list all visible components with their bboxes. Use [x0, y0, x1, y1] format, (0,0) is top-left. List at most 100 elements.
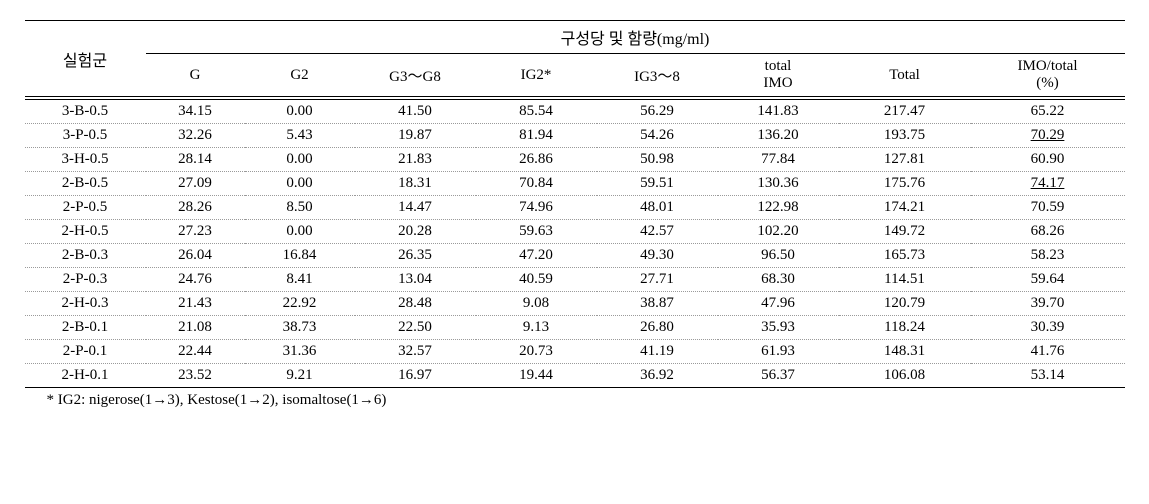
data-cell: 68.30	[718, 268, 839, 292]
data-cell: 61.93	[718, 340, 839, 364]
col-header-total: Total	[839, 54, 971, 99]
composition-table-container: 실험군 구성당 및 함량(mg/ml) G G2 G3～G8 IG2* IG3～…	[25, 20, 1125, 409]
data-cell: 165.73	[839, 244, 971, 268]
data-cell: 56.29	[597, 98, 718, 124]
data-cell: 70.84	[476, 172, 597, 196]
data-cell: 24.76	[146, 268, 245, 292]
table-row: 2-H-0.321.4322.9228.489.0838.8747.96120.…	[25, 292, 1125, 316]
data-cell: 122.98	[718, 196, 839, 220]
data-cell: 14.47	[355, 196, 476, 220]
data-cell: 70.29	[971, 124, 1125, 148]
data-cell: 120.79	[839, 292, 971, 316]
table-row: 3-P-0.532.265.4319.8781.9454.26136.20193…	[25, 124, 1125, 148]
data-cell: 0.00	[245, 172, 355, 196]
row-id-cell: 2-H-0.5	[25, 220, 146, 244]
data-cell: 136.20	[718, 124, 839, 148]
data-cell: 9.08	[476, 292, 597, 316]
data-cell: 22.92	[245, 292, 355, 316]
data-cell: 65.22	[971, 98, 1125, 124]
data-cell: 68.26	[971, 220, 1125, 244]
data-cell: 77.84	[718, 148, 839, 172]
data-cell: 8.41	[245, 268, 355, 292]
row-id-cell: 2-B-0.5	[25, 172, 146, 196]
data-cell: 21.43	[146, 292, 245, 316]
data-cell: 16.97	[355, 364, 476, 388]
data-cell: 56.37	[718, 364, 839, 388]
table-row: 2-P-0.528.268.5014.4774.9648.01122.98174…	[25, 196, 1125, 220]
data-cell: 149.72	[839, 220, 971, 244]
row-id-cell: 3-P-0.5	[25, 124, 146, 148]
data-cell: 26.04	[146, 244, 245, 268]
data-cell: 54.26	[597, 124, 718, 148]
data-cell: 174.21	[839, 196, 971, 220]
data-cell: 22.44	[146, 340, 245, 364]
table-footnote: * IG2: nigerose(1→3), Kestose(1→2), isom…	[25, 388, 1125, 409]
data-cell: 9.21	[245, 364, 355, 388]
data-cell: 130.36	[718, 172, 839, 196]
data-cell: 148.31	[839, 340, 971, 364]
table-row: 2-B-0.527.090.0018.3170.8459.51130.36175…	[25, 172, 1125, 196]
data-cell: 106.08	[839, 364, 971, 388]
data-cell: 19.87	[355, 124, 476, 148]
data-cell: 127.81	[839, 148, 971, 172]
data-cell: 36.92	[597, 364, 718, 388]
data-cell: 58.23	[971, 244, 1125, 268]
row-id-cell: 2-P-0.1	[25, 340, 146, 364]
data-cell: 31.36	[245, 340, 355, 364]
table-row: 2-P-0.324.768.4113.0440.5927.7168.30114.…	[25, 268, 1125, 292]
data-cell: 27.09	[146, 172, 245, 196]
data-cell: 28.48	[355, 292, 476, 316]
data-cell: 32.57	[355, 340, 476, 364]
data-cell: 217.47	[839, 98, 971, 124]
data-cell: 16.84	[245, 244, 355, 268]
data-cell: 13.04	[355, 268, 476, 292]
data-cell: 27.23	[146, 220, 245, 244]
data-cell: 59.51	[597, 172, 718, 196]
data-cell: 74.96	[476, 196, 597, 220]
data-cell: 26.86	[476, 148, 597, 172]
data-cell: 34.15	[146, 98, 245, 124]
data-cell: 22.50	[355, 316, 476, 340]
data-cell: 49.30	[597, 244, 718, 268]
col-header-g3g8: G3～G8	[355, 54, 476, 99]
data-cell: 26.80	[597, 316, 718, 340]
data-cell: 41.76	[971, 340, 1125, 364]
data-cell: 21.08	[146, 316, 245, 340]
experiment-header: 실험군	[25, 21, 146, 99]
data-cell: 60.90	[971, 148, 1125, 172]
data-cell: 53.14	[971, 364, 1125, 388]
data-cell: 85.54	[476, 98, 597, 124]
data-cell: 193.75	[839, 124, 971, 148]
data-cell: 50.98	[597, 148, 718, 172]
data-cell: 175.76	[839, 172, 971, 196]
data-cell: 70.59	[971, 196, 1125, 220]
data-cell: 20.73	[476, 340, 597, 364]
table-row: 2-H-0.527.230.0020.2859.6342.57102.20149…	[25, 220, 1125, 244]
row-id-cell: 2-P-0.5	[25, 196, 146, 220]
data-cell: 141.83	[718, 98, 839, 124]
data-cell: 42.57	[597, 220, 718, 244]
table-row: 2-H-0.123.529.2116.9719.4436.9256.37106.…	[25, 364, 1125, 388]
data-cell: 96.50	[718, 244, 839, 268]
table-row: 3-B-0.534.150.0041.5085.5456.29141.83217…	[25, 98, 1125, 124]
data-cell: 118.24	[839, 316, 971, 340]
col-header-ig38: IG3～8	[597, 54, 718, 99]
data-cell: 30.39	[971, 316, 1125, 340]
col-header-ig2: IG2*	[476, 54, 597, 99]
row-id-cell: 2-H-0.1	[25, 364, 146, 388]
row-id-cell: 2-H-0.3	[25, 292, 146, 316]
group-header: 구성당 및 함량(mg/ml)	[146, 21, 1125, 54]
data-cell: 8.50	[245, 196, 355, 220]
data-cell: 35.93	[718, 316, 839, 340]
data-cell: 39.70	[971, 292, 1125, 316]
data-cell: 81.94	[476, 124, 597, 148]
data-cell: 38.87	[597, 292, 718, 316]
data-cell: 28.14	[146, 148, 245, 172]
data-cell: 102.20	[718, 220, 839, 244]
data-cell: 40.59	[476, 268, 597, 292]
row-id-cell: 2-P-0.3	[25, 268, 146, 292]
data-cell: 21.83	[355, 148, 476, 172]
table-body: 3-B-0.534.150.0041.5085.5456.29141.83217…	[25, 98, 1125, 388]
data-cell: 114.51	[839, 268, 971, 292]
data-cell: 59.63	[476, 220, 597, 244]
